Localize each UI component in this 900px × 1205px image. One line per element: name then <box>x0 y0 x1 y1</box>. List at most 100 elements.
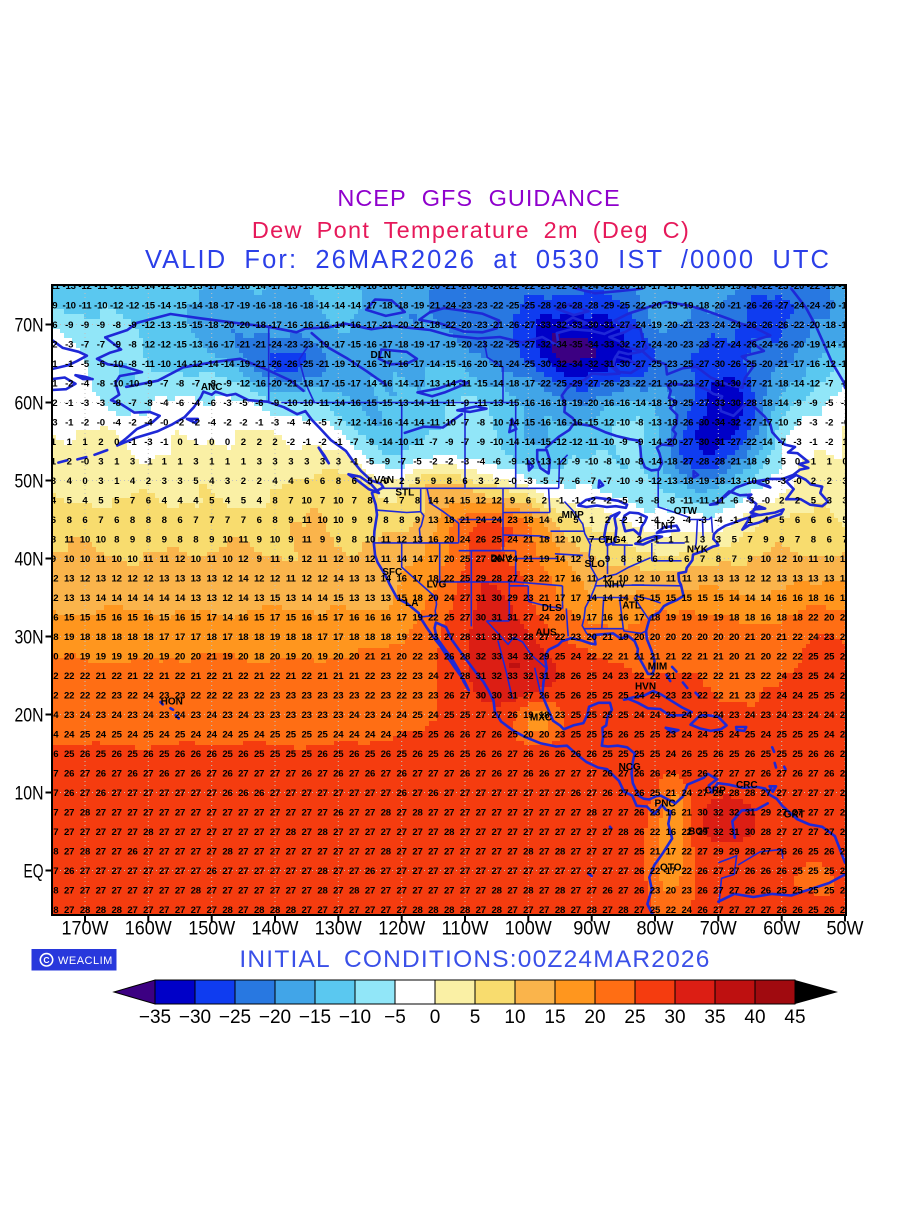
svg-text:VALID For: 26MAR2026 at 0530 I: VALID For: 26MAR2026 at 0530 IST /0000 U… <box>145 246 831 274</box>
svg-text:AUS: AUS <box>536 628 557 639</box>
svg-text:VAN: VAN <box>374 475 394 486</box>
svg-text:60N: 60N <box>15 393 44 415</box>
svg-text:5: 5 <box>470 1007 481 1028</box>
svg-text:TNT: TNT <box>655 521 674 532</box>
svg-text:100W: 100W <box>505 918 553 940</box>
svg-text:−5: −5 <box>384 1007 406 1028</box>
svg-text:QTO: QTO <box>660 863 682 874</box>
svg-text:-1-1-5-6-10-8-11-10-14-12-14-1: -1 -1 -5 -6 -10 -8 -11 -10 -14 -12 -14 -14 -19 -21 -26… <box>49 359 851 370</box>
svg-text:-1-2-4-8-10-10-9-7-8-7-8-9-12-: -1 -2 -4 -8 -10 -10 -9 -7 -8 -7 -8 -9 -12 -16 -20 -21 -1… <box>49 379 850 390</box>
svg-text:150W: 150W <box>188 918 236 940</box>
svg-text:NHV: NHV <box>605 579 626 590</box>
svg-text:15: 15 <box>544 1007 565 1028</box>
svg-text:30: 30 <box>664 1007 685 1028</box>
svg-text:170W: 170W <box>62 918 110 940</box>
svg-text:SLO: SLO <box>585 559 606 570</box>
svg-text:−20: −20 <box>259 1007 291 1028</box>
svg-text:WEACLIM: WEACLIM <box>58 955 113 967</box>
svg-text:-2-3-7-7-9-8-12-12-15-13-16-17: -2 -3 -7 -7 -9 -8 -12 -12 -15 -13 -16 -17 -21 -21 -24-… <box>49 340 852 351</box>
svg-text:10: 10 <box>504 1007 525 1028</box>
svg-text:ANC: ANC <box>201 382 223 393</box>
svg-text:NYK: NYK <box>687 544 709 555</box>
svg-text:DNV: DNV <box>491 554 512 565</box>
svg-text:130W: 130W <box>315 918 363 940</box>
svg-text:−30: −30 <box>179 1007 211 1028</box>
svg-text:STL: STL <box>395 487 414 498</box>
svg-text:10N: 10N <box>15 783 44 805</box>
svg-text:SFC: SFC <box>382 567 402 578</box>
svg-text:0: 0 <box>430 1007 441 1028</box>
svg-text:LA: LA <box>405 598 418 609</box>
svg-text:110W: 110W <box>442 918 490 940</box>
svg-text:Dew Pont Temperature 2m (Deg C: Dew Pont Temperature 2m (Deg C) <box>252 217 690 243</box>
svg-text:DLS: DLS <box>542 603 562 614</box>
svg-text:140W: 140W <box>252 918 300 940</box>
svg-text:20N: 20N <box>15 705 44 727</box>
svg-text:ATL: ATL <box>622 600 641 611</box>
svg-text:35: 35 <box>704 1007 725 1028</box>
svg-text:INITIAL CONDITIONS:00Z24MAR202: INITIAL CONDITIONS:00Z24MAR2026 <box>239 946 710 973</box>
svg-text:70W: 70W <box>700 918 738 940</box>
svg-text:-3-1-2-0-4-2-4-0-2-2-4-2-2-1-3: -3 -1 -2 -0 -4 -2 -4 -0 -2 -2 -4 -2 -2 -1 -3 -4 -4 -5 -7 -1… <box>49 418 849 429</box>
svg-text:LVG: LVG <box>427 579 447 590</box>
svg-text:30N: 30N <box>15 627 44 649</box>
svg-text:−35: −35 <box>139 1007 171 1028</box>
svg-text:OTW: OTW <box>674 506 698 517</box>
svg-text:EQ: EQ <box>24 861 44 883</box>
svg-text:BGT: BGT <box>688 827 709 838</box>
svg-text:50W: 50W <box>827 918 865 940</box>
svg-text:40N: 40N <box>15 549 44 571</box>
svg-text:70N: 70N <box>15 315 44 337</box>
svg-text:25: 25 <box>624 1007 645 1028</box>
svg-text:PNC: PNC <box>655 799 676 810</box>
svg-text:CRP: CRP <box>705 785 726 796</box>
svg-text:C: C <box>43 955 49 965</box>
svg-text:120W: 120W <box>378 918 426 940</box>
svg-text:-9-10-11-10-12-12-15-14-15-14-: -9 -10 -11 -10 -12 -12 -15 -14 -15 -14 -18 -17 -19 -1… <box>49 301 851 312</box>
svg-text:HVN: HVN <box>635 682 656 693</box>
svg-text:DLN: DLN <box>371 350 392 361</box>
svg-text:50N: 50N <box>15 471 44 493</box>
svg-text:60W: 60W <box>763 918 801 940</box>
svg-text:NCEP GFS GUIDANCE: NCEP GFS GUIDANCE <box>337 185 620 211</box>
svg-text:20: 20 <box>584 1007 605 1028</box>
svg-text:-11-13-12-11-12-13-14-12-13-13: -11 -13 -12 -11 -12 -13 -14 -12 -13 -13 -17 -15 -16-… <box>47 281 853 292</box>
svg-text:90W: 90W <box>573 918 611 940</box>
svg-text:160W: 160W <box>125 918 173 940</box>
svg-text:CHG: CHG <box>598 535 620 546</box>
svg-text:40: 40 <box>744 1007 765 1028</box>
svg-text:HON: HON <box>161 696 183 707</box>
svg-text:−25: −25 <box>219 1007 251 1028</box>
svg-text:NCG: NCG <box>619 762 641 773</box>
svg-text:MIM: MIM <box>648 661 667 672</box>
svg-text:CRC: CRC <box>736 780 758 791</box>
svg-text:45: 45 <box>784 1007 805 1028</box>
svg-text:−15: −15 <box>299 1007 331 1028</box>
svg-text:-2-1-3-3-8-7-8-4-6-4-6-3-5-6-9: -2 -1 -3 -3 -8 -7 -8 -4 -6 -4 -6 -3 -5 -6 -9 -10 -10 -11-… <box>49 398 849 409</box>
svg-text:MNP: MNP <box>562 510 585 521</box>
